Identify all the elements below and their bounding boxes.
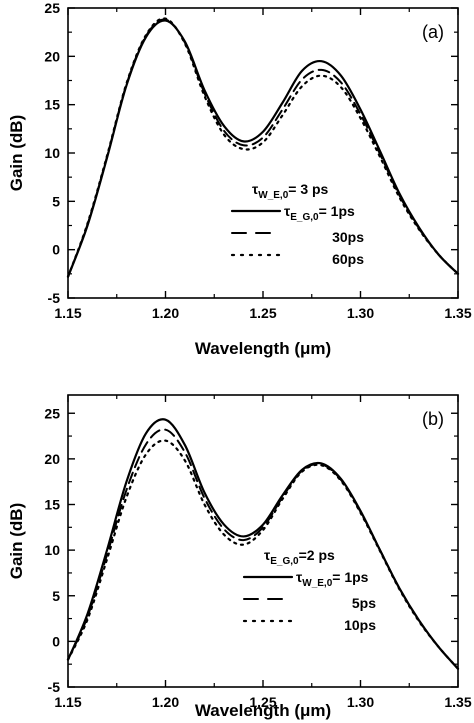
- panel-label: (b): [422, 409, 444, 429]
- x-tick-label: 1.30: [347, 694, 374, 710]
- plot-frame: [67, 394, 459, 688]
- y-axis-title: Gain (dB): [7, 503, 26, 580]
- legend-entry-label: 5ps: [352, 595, 376, 611]
- x-tick-label: 1.20: [152, 694, 179, 710]
- series-line-dashed: [67, 18, 459, 278]
- x-axis-title: Wavelength (μm): [195, 339, 331, 358]
- chart-panel-b: 1.15 1.20 1.25 1.30 1.35 -5 0 5 10 15 20 25 Waveleng…: [7, 394, 472, 720]
- y-tick-label: 5: [52, 588, 60, 604]
- series-line-solid: [66, 19, 460, 278]
- y-tick-label: 10: [44, 542, 60, 558]
- series-line-dotted: [66, 17, 460, 278]
- y-tick-label: 15: [44, 497, 60, 513]
- x-tick-label: 1.35: [444, 694, 471, 710]
- y-tick-label: 15: [44, 97, 60, 113]
- legend-entry-label: τE_G,0= 1ps: [284, 203, 355, 223]
- x-tick-label: 1.25: [249, 305, 276, 321]
- y-tick-label: 0: [52, 242, 60, 258]
- x-tick-label: 1.15: [54, 694, 81, 710]
- y-tick-label: 25: [44, 405, 60, 421]
- x-tick-label: 1.15: [54, 305, 81, 321]
- x-axis-title: Wavelength (μm): [195, 701, 331, 720]
- x-tick-label: 1.30: [347, 305, 374, 321]
- series-line-dotted: [66, 439, 460, 670]
- legend-entry-label: 30ps: [332, 229, 364, 245]
- x-tick-label: 1.25: [249, 694, 276, 710]
- legend-header: τW_E,0= 3 ps: [252, 181, 329, 201]
- y-tick-label: -5: [48, 679, 61, 695]
- x-tick-label: 1.35: [444, 305, 471, 321]
- series-line-solid: [66, 418, 460, 670]
- series-line-dashed: [67, 428, 459, 670]
- y-tick-label: -5: [48, 290, 61, 306]
- y-tick-label: 20: [44, 451, 60, 467]
- legend-entry-label: 10ps: [344, 617, 376, 633]
- y-tick-label: 5: [52, 193, 60, 209]
- y-tick-label: 10: [44, 145, 60, 161]
- y-tick-label: 20: [44, 48, 60, 64]
- legend-entry-label: 60ps: [332, 251, 364, 267]
- legend-entry-label: τW_E,0= 1ps: [296, 569, 369, 589]
- legend-header: τE_G,0=2 ps: [264, 547, 335, 567]
- y-tick-label: 25: [44, 0, 60, 16]
- chart-panel-a: 1.15 1.20 1.25 1.30 1.35 -5 0 5 10 15 20 25 Waveleng…: [7, 0, 472, 358]
- x-tick-label: 1.20: [152, 305, 179, 321]
- plot-frame: [67, 7, 459, 299]
- panel-label: (a): [422, 22, 444, 42]
- y-tick-label: 0: [52, 633, 60, 649]
- y-axis-title: Gain (dB): [7, 115, 26, 192]
